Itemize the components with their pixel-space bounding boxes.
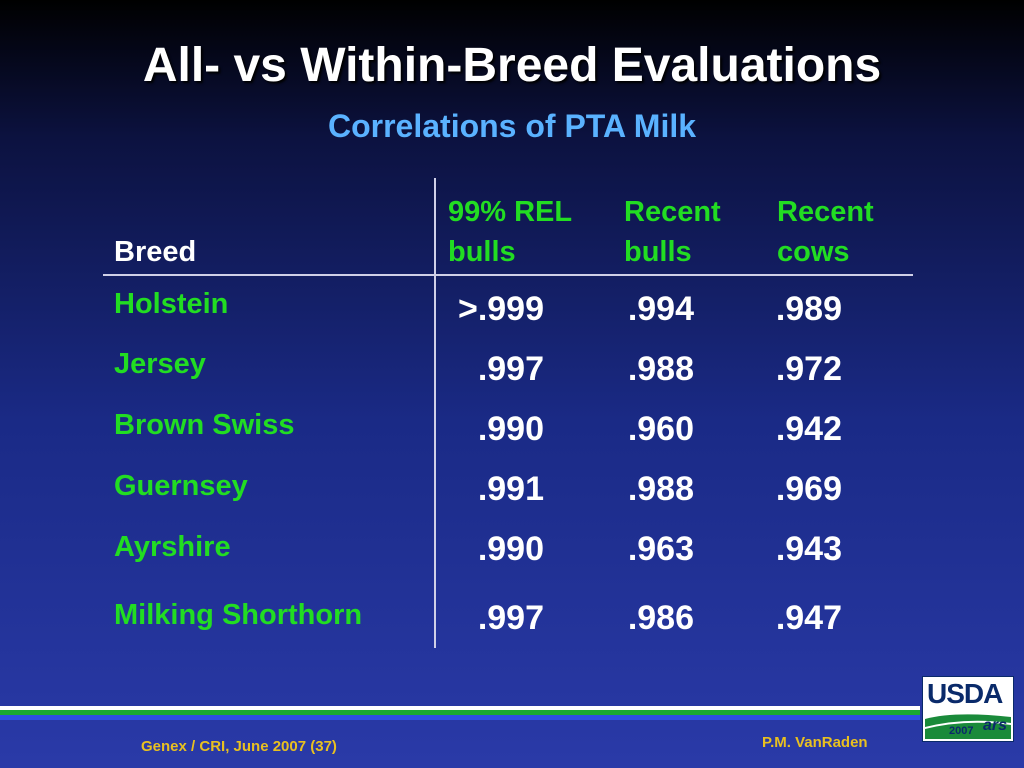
footer-stripe-green (0, 710, 920, 715)
slide-title: All- vs Within-Breed Evaluations (142, 39, 882, 92)
breed-name: Jersey (114, 348, 206, 380)
header-line: cows (777, 236, 850, 268)
footer-stripe-blue (0, 715, 920, 720)
ars-mark-icon: ars (983, 717, 1008, 734)
rel-bulls-value: .997 (477, 599, 544, 637)
usda-logo-text: USDA (927, 678, 1003, 709)
recent-bulls-column-header: Recent bulls (624, 192, 721, 272)
rel-bulls-value: .990 (477, 410, 544, 448)
column-divider (434, 178, 436, 648)
footer-author: P.M. VanRaden (762, 734, 868, 751)
header-line: Recent (624, 196, 721, 228)
recent-cows-value: .989 (775, 290, 842, 328)
rel-bulls-value: .997 (477, 350, 544, 388)
rel-bulls-value: .991 (477, 470, 544, 508)
recent-bulls-value: .988 (627, 350, 694, 388)
breed-name: Ayrshire (114, 531, 231, 563)
logo-year: 2007 (949, 725, 974, 737)
recent-bulls-value: .994 (627, 290, 694, 328)
header-line: bulls (448, 236, 516, 268)
recent-cows-value: .972 (775, 350, 842, 388)
breed-column-header: Breed (114, 236, 197, 268)
usda-logo: USDA 2007 ars (922, 676, 1014, 742)
header-divider (103, 274, 913, 276)
recent-bulls-value: .960 (627, 410, 694, 448)
footer-source: Genex / CRI, June 2007 (37) (141, 738, 337, 755)
rel-bulls-value: >.999 (457, 290, 544, 328)
usda-hills-icon (925, 714, 1011, 739)
breed-name: Holstein (114, 288, 229, 320)
recent-cows-column-header: Recent cows (777, 192, 874, 272)
recent-bulls-value: .963 (627, 530, 694, 568)
footer-stripe-white (0, 706, 920, 710)
rel-bulls-value: .990 (477, 530, 544, 568)
breed-name: Milking Shorthorn (114, 599, 363, 631)
breed-name: Brown Swiss (114, 409, 295, 441)
recent-cows-value: .942 (775, 410, 842, 448)
header-line: bulls (624, 236, 692, 268)
slide-subtitle: Correlations of PTA Milk (327, 108, 697, 144)
recent-cows-value: .947 (775, 599, 842, 637)
recent-bulls-value: .988 (627, 470, 694, 508)
breed-name: Guernsey (114, 470, 248, 502)
recent-bulls-value: .986 (627, 599, 694, 637)
rel-bulls-column-header: 99% REL bulls (448, 192, 572, 272)
header-line: Recent (777, 196, 874, 228)
recent-cows-value: .943 (775, 530, 842, 568)
header-line: 99% REL (448, 196, 573, 228)
recent-cows-value: .969 (775, 470, 842, 508)
